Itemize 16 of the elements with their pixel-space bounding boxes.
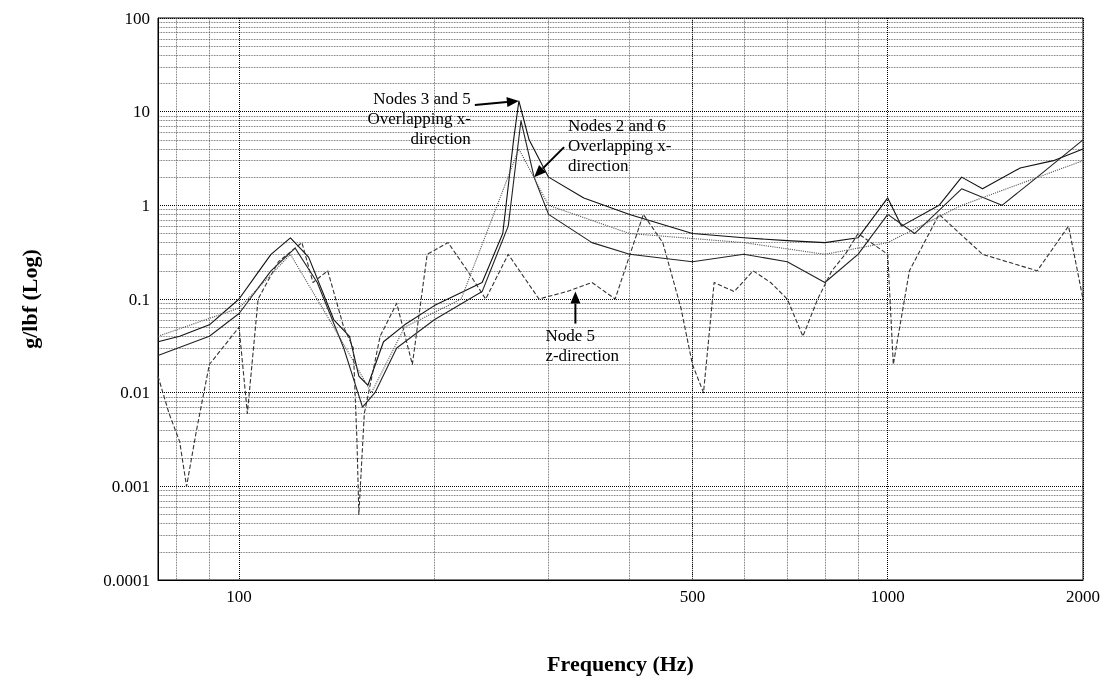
x-axis-title: Frequency (Hz) — [547, 650, 694, 676]
y-tick-label: 0.01 — [120, 383, 150, 403]
annotation: Nodes 3 and 5 Overlapping x- direction — [367, 89, 472, 149]
y-tick-label: 0.1 — [128, 289, 150, 309]
y-tick-label: 0.001 — [111, 476, 150, 496]
y-axis-title: g/lbf (Log) — [16, 249, 42, 349]
y-tick-label: 100 — [124, 8, 150, 28]
y-tick-label: 10 — [133, 102, 150, 122]
x-tick-label: 2000 — [1066, 587, 1100, 606]
x-tick-label: 1000 — [870, 587, 905, 606]
annotation: Node 5 z-direction — [545, 326, 620, 366]
annotation: Nodes 2 and 6 Overlapping x- direction — [568, 115, 672, 175]
x-tick-label: 100 — [226, 587, 252, 606]
y-tick-label: 1 — [141, 195, 150, 215]
y-tick-label: 0.0001 — [103, 570, 150, 590]
x-tick-label: 500 — [679, 587, 706, 606]
